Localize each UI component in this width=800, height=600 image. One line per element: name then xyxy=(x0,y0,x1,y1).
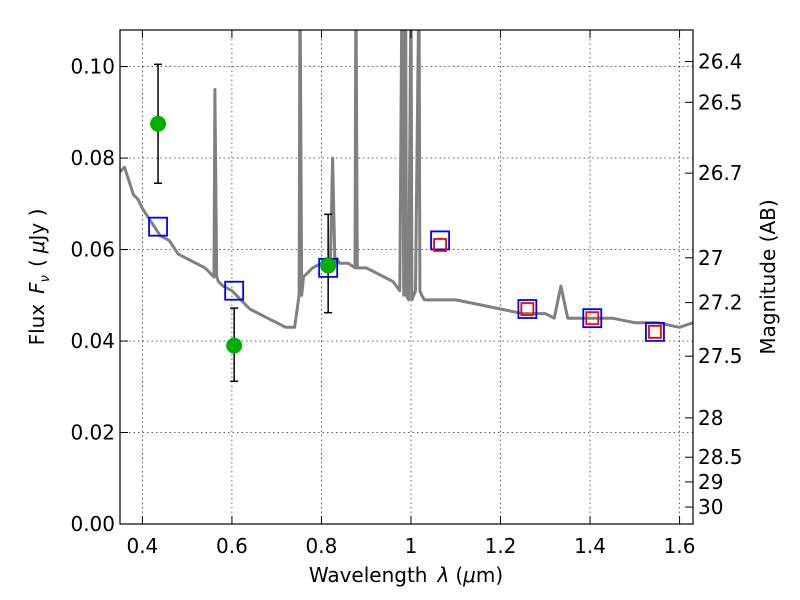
y2-tick-label: 27.2 xyxy=(698,291,743,315)
x-tick-label: 1.4 xyxy=(574,534,606,558)
y2-axis-label: Magnitude (AB) xyxy=(756,199,780,354)
model-magnitude-square xyxy=(520,302,535,316)
y2-tick-label: 28.5 xyxy=(698,445,743,469)
model-photometry-square xyxy=(517,299,538,319)
x-axis-label: Wavelength λ (μm) xyxy=(309,563,503,587)
model-spectrum-line xyxy=(120,30,693,329)
model-magnitude-square xyxy=(585,311,600,326)
x-tick-label: 0.8 xyxy=(306,534,338,558)
y2-tick-label: 29 xyxy=(698,470,723,494)
observed-flux-point xyxy=(320,257,337,274)
y2-tick-label: 26.7 xyxy=(698,161,743,185)
y2-tick-label: 26.5 xyxy=(698,90,743,114)
y-tick-label: 0.06 xyxy=(70,238,115,262)
y2-tick-label: 28 xyxy=(698,406,723,430)
model-photometry-square xyxy=(582,308,603,329)
observed-flux-point xyxy=(226,337,243,354)
observed-flux-point xyxy=(150,115,167,132)
y-tick-label: 0.10 xyxy=(70,55,115,79)
y-tick-label: 0.04 xyxy=(70,329,115,353)
model-photometry-square xyxy=(224,280,245,301)
axis-ticks: 0.4 0.6 0.8 1 1.2 1.4 1.6 0.00 0.02 0.04 0.06 0.08 0… xyxy=(70,30,743,558)
y2-tick-label: 30 xyxy=(698,495,723,519)
x-tick-label: 0.6 xyxy=(216,534,248,558)
plot-data xyxy=(120,30,693,383)
x-tick-label: 0.4 xyxy=(126,534,158,558)
plot-frame xyxy=(119,29,694,525)
y-tick-label: 0.08 xyxy=(70,146,115,170)
y2-tick-label: 27 xyxy=(698,246,723,270)
model-photometry-square xyxy=(430,230,450,251)
model-magnitude-square xyxy=(433,238,447,252)
y2-tick-label: 26.4 xyxy=(698,50,743,74)
y-tick-label: 0.02 xyxy=(70,421,115,445)
x-tick-label: 1 xyxy=(405,534,418,558)
model-photometry-square xyxy=(148,216,168,237)
model-photometry-square xyxy=(645,321,665,342)
y-axis-label: FluxFν(μJy ) xyxy=(25,209,53,346)
y2-tick-label: 27.5 xyxy=(698,344,743,368)
x-tick-label: 1.6 xyxy=(664,534,696,558)
model-magnitude-square xyxy=(648,324,662,339)
x-tick-label: 1.2 xyxy=(485,534,517,558)
y-tick-label: 0.00 xyxy=(70,512,115,536)
